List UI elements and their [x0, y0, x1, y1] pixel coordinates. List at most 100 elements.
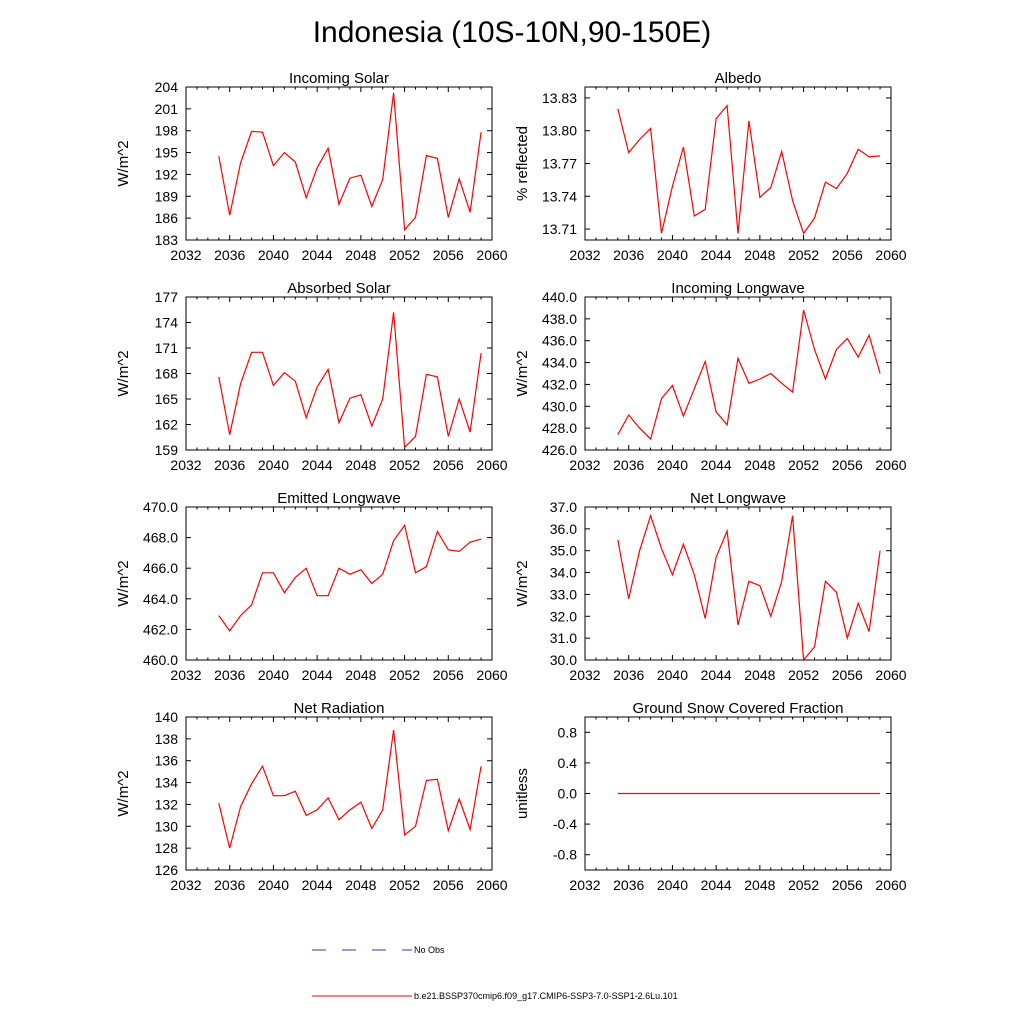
- y-tick-label: 32.0: [550, 608, 577, 624]
- x-tick-label: 2040: [657, 247, 688, 263]
- y-tick-label: 189: [155, 188, 179, 204]
- panel-title: Net Longwave: [690, 490, 786, 507]
- y-tick-label: 177: [155, 289, 179, 305]
- y-tick-label: 13.74: [542, 188, 577, 204]
- x-tick-label: 2032: [569, 877, 600, 893]
- panel-title: Net Radiation: [294, 700, 385, 717]
- y-axis-label: W/m^2: [115, 140, 132, 186]
- x-tick-label: 2036: [613, 247, 644, 263]
- y-tick-label: 426.0: [542, 442, 577, 458]
- x-tick-label: 2040: [657, 457, 688, 473]
- series-line: [617, 513, 881, 662]
- series-line: [617, 309, 881, 441]
- legend-obs-label: No Obs: [414, 945, 445, 955]
- x-tick-label: 2040: [258, 667, 289, 683]
- plot-frame: [185, 506, 493, 661]
- y-tick-label: 126: [155, 862, 179, 878]
- x-tick-label: 2048: [345, 247, 376, 263]
- x-tick-label: 2060: [476, 667, 507, 683]
- x-tick-label: 2056: [832, 667, 863, 683]
- panel-1: 2032 2036 2040 2044 2048 2052 2056 2060 183 186 18…: [115, 70, 508, 263]
- y-tick-label: 198: [155, 123, 179, 139]
- x-tick-label: 2048: [744, 247, 775, 263]
- series-line: [218, 730, 482, 849]
- y-tick-label: 440.0: [542, 289, 577, 305]
- y-tick-label: 30.0: [550, 652, 577, 668]
- y-tick-label: 171: [155, 340, 179, 356]
- y-tick-label: 195: [155, 145, 179, 161]
- x-tick-label: 2032: [170, 457, 201, 473]
- y-tick-label: 186: [155, 210, 179, 226]
- y-axis-label: W/m^2: [115, 350, 132, 396]
- x-tick-label: 2048: [744, 667, 775, 683]
- panels: 2032 2036 2040 2044 2048 2052 2056 2060 183 186 18…: [115, 70, 907, 893]
- x-tick-label: 2036: [214, 247, 245, 263]
- x-tick-label: 2040: [258, 457, 289, 473]
- y-axis-label: unitless: [514, 768, 531, 819]
- x-tick-label: 2056: [433, 457, 464, 473]
- plot-frame: [584, 86, 892, 241]
- y-tick-label: 138: [155, 731, 179, 747]
- x-tick-label: 2044: [701, 247, 732, 263]
- x-tick-label: 2044: [302, 667, 333, 683]
- y-tick-label: 130: [155, 818, 179, 834]
- y-axis-label: W/m^2: [514, 560, 531, 606]
- y-tick-label: 0.4: [558, 755, 578, 771]
- y-tick-label: 434.0: [542, 355, 577, 371]
- y-tick-label: 159: [155, 442, 179, 458]
- x-tick-label: 2036: [613, 667, 644, 683]
- x-tick-label: 2032: [170, 667, 201, 683]
- panel-title: Albedo: [715, 70, 762, 87]
- x-tick-label: 2044: [302, 457, 333, 473]
- y-tick-label: 192: [155, 166, 179, 182]
- y-tick-label: 460.0: [143, 652, 178, 668]
- y-tick-label: 13.71: [542, 221, 577, 237]
- x-tick-label: 2048: [345, 877, 376, 893]
- x-tick-label: 2060: [476, 877, 507, 893]
- panel-4: 2032 2036 2040 2044 2048 2052 2056 2060 426.0 428…: [514, 280, 907, 473]
- y-axis-label: W/m^2: [514, 350, 531, 396]
- x-tick-label: 2036: [214, 877, 245, 893]
- x-tick-label: 2048: [345, 667, 376, 683]
- y-tick-label: 13.77: [542, 156, 577, 172]
- x-tick-label: 2044: [701, 667, 732, 683]
- y-tick-label: 428.0: [542, 420, 577, 436]
- figure-title: Indonesia (10S-10N,90-150E): [313, 16, 712, 49]
- x-tick-label: 2032: [170, 877, 201, 893]
- x-tick-label: 2048: [744, 457, 775, 473]
- panel-2: 2032 2036 2040 2044 2048 2052 2056 2060 13.71 13.…: [514, 70, 907, 263]
- x-tick-label: 2040: [657, 667, 688, 683]
- y-tick-label: 34.0: [550, 565, 577, 581]
- y-tick-label: 128: [155, 840, 179, 856]
- panel-title: Incoming Solar: [289, 70, 389, 87]
- y-tick-label: 33.0: [550, 586, 577, 602]
- x-tick-label: 2052: [389, 877, 420, 893]
- x-tick-label: 2052: [788, 247, 819, 263]
- x-tick-label: 2052: [389, 457, 420, 473]
- x-tick-label: 2032: [569, 247, 600, 263]
- x-tick-label: 2040: [258, 247, 289, 263]
- x-tick-label: 2052: [788, 457, 819, 473]
- x-tick-label: 2060: [875, 667, 906, 683]
- y-tick-label: 466.0: [143, 560, 178, 576]
- x-tick-label: 2056: [832, 247, 863, 263]
- x-tick-label: 2048: [744, 877, 775, 893]
- x-tick-label: 2036: [613, 877, 644, 893]
- y-axis-label: % reflected: [514, 126, 531, 201]
- y-tick-label: 0.8: [558, 724, 578, 740]
- plot-frame: [584, 296, 892, 451]
- x-tick-label: 2052: [788, 877, 819, 893]
- x-tick-label: 2036: [214, 457, 245, 473]
- panel-8: 2032 2036 2040 2044 2048 2052 2056 2060 -0.8 -0.4…: [514, 700, 907, 893]
- y-tick-label: 438.0: [542, 311, 577, 327]
- y-tick-label: 37.0: [550, 499, 577, 515]
- x-tick-label: 2032: [569, 457, 600, 473]
- x-tick-label: 2044: [701, 877, 732, 893]
- y-tick-label: 35.0: [550, 543, 577, 559]
- y-tick-label: 31.0: [550, 630, 577, 646]
- x-tick-label: 2044: [701, 457, 732, 473]
- panel-5: 2032 2036 2040 2044 2048 2052 2056 2060 460.0 462…: [115, 490, 508, 683]
- panel-title: Emitted Longwave: [277, 490, 400, 507]
- y-tick-label: 183: [155, 232, 179, 248]
- y-tick-label: 136: [155, 753, 179, 769]
